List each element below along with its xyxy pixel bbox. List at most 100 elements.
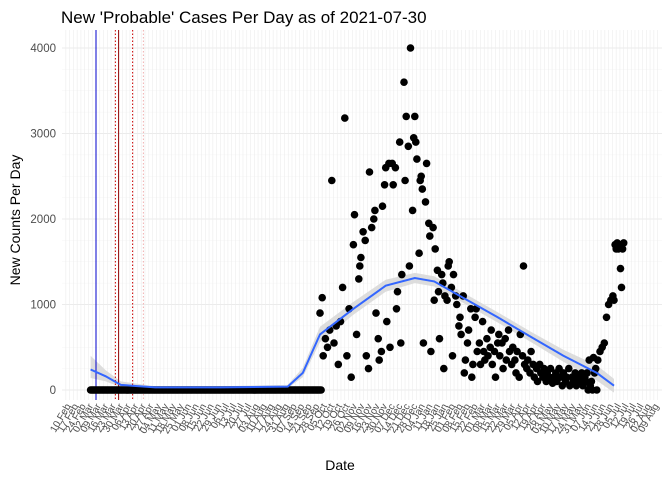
data-point	[533, 377, 542, 386]
data-point	[350, 210, 359, 219]
data-point	[426, 232, 434, 240]
data-point	[377, 347, 386, 356]
data-point	[393, 287, 402, 296]
data-point	[594, 356, 602, 364]
data-point	[413, 155, 421, 163]
data-point	[415, 249, 423, 257]
data-point	[359, 228, 367, 236]
data-point	[565, 364, 573, 373]
data-point	[431, 245, 440, 253]
data-point	[518, 352, 527, 360]
data-point	[419, 339, 428, 347]
x-axis-title: Date	[325, 457, 355, 473]
data-point	[391, 163, 400, 172]
data-point	[408, 206, 417, 215]
data-point	[401, 176, 409, 185]
data-point	[406, 44, 415, 52]
data-point	[515, 373, 523, 382]
data-point	[461, 356, 470, 364]
data-point	[487, 326, 496, 334]
data-point	[453, 300, 461, 309]
data-point	[338, 283, 347, 292]
data-point	[383, 317, 391, 326]
data-point	[421, 198, 430, 206]
data-point	[347, 373, 356, 382]
data-point	[402, 112, 411, 121]
data-point	[400, 78, 408, 86]
data-point	[524, 356, 532, 364]
data-point	[456, 313, 464, 322]
data-point	[418, 185, 427, 193]
data-point	[357, 253, 365, 262]
data-point	[397, 339, 405, 347]
data-point	[371, 206, 379, 215]
data-point	[484, 352, 492, 360]
data-point	[527, 347, 535, 356]
data-point	[513, 347, 521, 356]
data-point	[437, 270, 446, 279]
data-point	[352, 330, 361, 339]
data-point	[343, 352, 351, 360]
reference-lines	[95, 30, 144, 400]
data-point	[362, 352, 371, 360]
data-point	[618, 245, 627, 253]
data-point	[478, 317, 487, 326]
data-point	[617, 283, 626, 292]
data-point	[422, 159, 431, 168]
data-point	[398, 270, 406, 279]
data-point	[395, 138, 404, 146]
smooth-trend-line	[90, 276, 615, 389]
data-point	[602, 313, 611, 322]
gridlines	[62, 30, 662, 400]
y-tick-label: 4000	[30, 43, 56, 55]
data-point	[619, 239, 628, 247]
data-point	[467, 305, 475, 313]
data-point	[616, 264, 625, 273]
data-point	[374, 334, 383, 343]
data-point	[455, 322, 463, 330]
data-point	[464, 326, 473, 334]
data-point	[328, 176, 336, 185]
data-point	[448, 352, 457, 360]
data-point	[468, 373, 476, 382]
data-point	[519, 262, 528, 270]
data-point	[495, 330, 503, 339]
data-point	[502, 356, 511, 364]
data-point	[600, 339, 609, 347]
data-point	[457, 330, 465, 339]
data-point	[583, 369, 591, 377]
data-point	[411, 112, 419, 121]
data-point	[386, 343, 394, 352]
data-point	[367, 223, 376, 232]
y-axis-ticks: 0 1000 2000 3000 4000	[30, 43, 56, 397]
data-point	[434, 287, 443, 296]
data-point	[546, 364, 555, 373]
data-point	[375, 356, 384, 364]
data-point	[483, 334, 491, 343]
data-point	[435, 334, 444, 343]
data-point	[318, 293, 327, 302]
data-point	[488, 360, 497, 369]
data-point	[587, 377, 596, 386]
data-point	[499, 364, 507, 373]
y-tick-label: 2000	[30, 214, 56, 226]
y-axis-title: New Counts Per Day	[7, 155, 23, 286]
data-point	[334, 360, 343, 369]
data-point	[593, 386, 601, 394]
data-point	[392, 305, 401, 313]
data-point	[356, 262, 364, 270]
y-tick-label: 0	[50, 385, 56, 397]
data-point	[511, 356, 519, 364]
plot-panel	[62, 30, 662, 400]
data-point	[473, 347, 482, 356]
data-point	[562, 373, 571, 382]
data-point	[504, 326, 513, 334]
data-point	[316, 309, 324, 317]
data-point	[364, 364, 373, 373]
data-point	[330, 339, 338, 347]
data-point	[469, 360, 477, 369]
data-point	[321, 334, 330, 343]
data-point	[449, 270, 458, 279]
data-point	[370, 215, 378, 223]
